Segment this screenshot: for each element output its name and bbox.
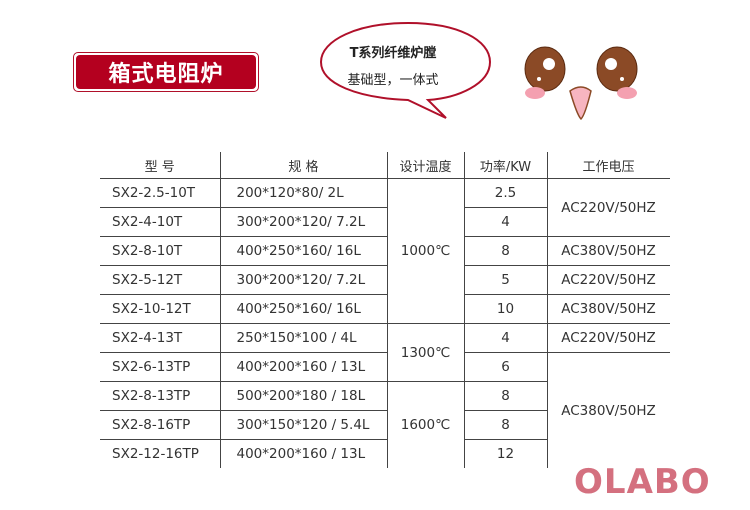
- cell-power: 8: [463, 236, 547, 266]
- header-spec: 规 格: [219, 152, 387, 179]
- cell-spec: 400*200*160 / 13L: [219, 352, 387, 382]
- cell-model: SX2-4-13T: [100, 323, 220, 353]
- cell-power: 6: [463, 352, 547, 382]
- cell-spec: 300*200*120/ 7.2L: [219, 265, 387, 295]
- cell-model: SX2-8-16TP: [100, 410, 220, 440]
- cell-power: 8: [463, 410, 547, 440]
- cell-model: SX2-10-12T: [100, 294, 220, 324]
- table-row: SX2-8-13TP 500*200*180 / 18L 1600℃ 8: [100, 381, 670, 468]
- table-row: SX2-12-16TP 400*200*160 / 13L 12: [100, 439, 670, 468]
- cell-temp: 1000℃: [386, 178, 464, 324]
- cell-model: SX2-2.5-10T: [100, 178, 220, 208]
- cell-power: 5: [463, 265, 547, 295]
- table-row: SX2-2.5-10T 200*120*80/ 2L 1000℃ 2.5 AC220V/…: [100, 178, 670, 324]
- cell-voltage: AC220V/50HZ: [546, 178, 670, 237]
- cell-voltage: AC220V/50HZ: [546, 265, 670, 295]
- bubble-text: T系列纤维炉膛 基础型，一体式: [318, 40, 468, 94]
- cell-model: SX2-12-16TP: [112, 446, 199, 462]
- cell-power: 4: [463, 323, 547, 353]
- cell-voltage: AC380V/50HZ: [546, 236, 670, 266]
- cell-model: SX2-4-10T: [100, 207, 220, 237]
- table-header: 型 号 规 格 设计温度 功率/KW 工作电压: [100, 152, 670, 179]
- header-model: 型 号: [100, 152, 220, 179]
- cell-voltage: AC380V/50HZ: [546, 352, 670, 468]
- header-temp: 设计温度: [386, 152, 464, 179]
- cell-voltage: AC220V/50HZ: [546, 323, 670, 353]
- cell-power: 8: [463, 381, 547, 411]
- cell-spec: 300*150*120 / 5.4L: [219, 410, 387, 440]
- header-power: 功率/KW: [463, 152, 547, 179]
- cell-power: 2.5: [463, 178, 547, 208]
- cell-model: SX2-6-13TP: [100, 352, 220, 382]
- cell-spec: 200*120*80/ 2L: [219, 178, 387, 208]
- cell-spec: 500*200*180 / 18L: [219, 381, 387, 411]
- cell-power: 10: [463, 294, 547, 324]
- cell-temp: 1300℃: [386, 323, 464, 382]
- header-voltage: 工作电压: [546, 152, 670, 179]
- bubble-line1: T系列纤维炉膛: [349, 46, 437, 61]
- cell-model: SX2-8-10T: [100, 236, 220, 266]
- cell-spec: 400*250*160/ 16L: [219, 236, 387, 266]
- cell-model: SX2-8-13TP: [100, 381, 220, 411]
- table-row: SX2-8-16TP 300*150*120 / 5.4L 8: [100, 410, 670, 440]
- cell-spec: 250*150*100 / 4L: [219, 323, 387, 353]
- cell-temp: 1600℃: [386, 381, 464, 468]
- cell-spec: 400*250*160/ 16L: [219, 294, 387, 324]
- spec-table: 型 号 规 格 设计温度 功率/KW 工作电压 SX2-2.5-10T 200*1…: [100, 152, 670, 468]
- cell-power: 4: [463, 207, 547, 237]
- speech-bubble-icon: [319, 21, 492, 119]
- cell-voltage: AC380V/50HZ: [546, 294, 670, 324]
- cute-face-icon: [524, 46, 638, 121]
- table-row: SX2-5-12T 300*200*120/ 7.2L 5 AC220V/50HZ: [100, 265, 670, 295]
- table-row: SX2-10-12T 400*250*160/ 16L 10 AC380V/50HZ: [100, 294, 670, 324]
- cell-model: SX2-5-12T: [100, 265, 220, 295]
- cell-power: 12: [463, 439, 547, 468]
- bubble-line2: 基础型，一体式: [347, 73, 439, 88]
- table-row: SX2-4-13T 250*150*100 / 4L 1300℃ 4 AC220V/50…: [100, 323, 670, 382]
- table-row: SX2-8-10T 400*250*160/ 16L 8 AC380V/50HZ: [100, 236, 670, 266]
- title-badge: 箱式电阻炉: [73, 52, 259, 92]
- table-row: SX2-4-10T 300*200*120/ 7.2L 4: [100, 207, 670, 237]
- cell-spec: 400*200*160 / 13L: [219, 439, 387, 468]
- title: 箱式电阻炉: [76, 55, 256, 89]
- cell-spec: 300*200*120/ 7.2L: [219, 207, 387, 237]
- table-row: SX2-6-13TP 400*200*160 / 13L 6 AC380V/50HZ: [100, 352, 670, 468]
- olabo-logo: OLABO: [574, 462, 711, 502]
